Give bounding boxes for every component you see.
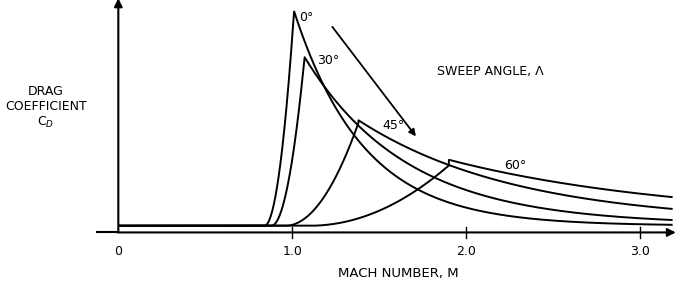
Text: 0: 0: [114, 245, 122, 258]
Text: 60°: 60°: [505, 159, 527, 172]
Text: 2.0: 2.0: [457, 245, 476, 258]
Text: 30°: 30°: [317, 54, 339, 67]
Text: 3.0: 3.0: [631, 245, 650, 258]
Text: MACH NUMBER, M: MACH NUMBER, M: [338, 267, 459, 280]
Text: DRAG
COEFFICIENT
C$_D$: DRAG COEFFICIENT C$_D$: [5, 85, 87, 130]
Text: 45°: 45°: [383, 119, 405, 132]
Text: SWEEP ANGLE, Λ: SWEEP ANGLE, Λ: [437, 65, 544, 78]
Text: 1.0: 1.0: [283, 245, 302, 258]
Text: 0°: 0°: [299, 11, 314, 24]
